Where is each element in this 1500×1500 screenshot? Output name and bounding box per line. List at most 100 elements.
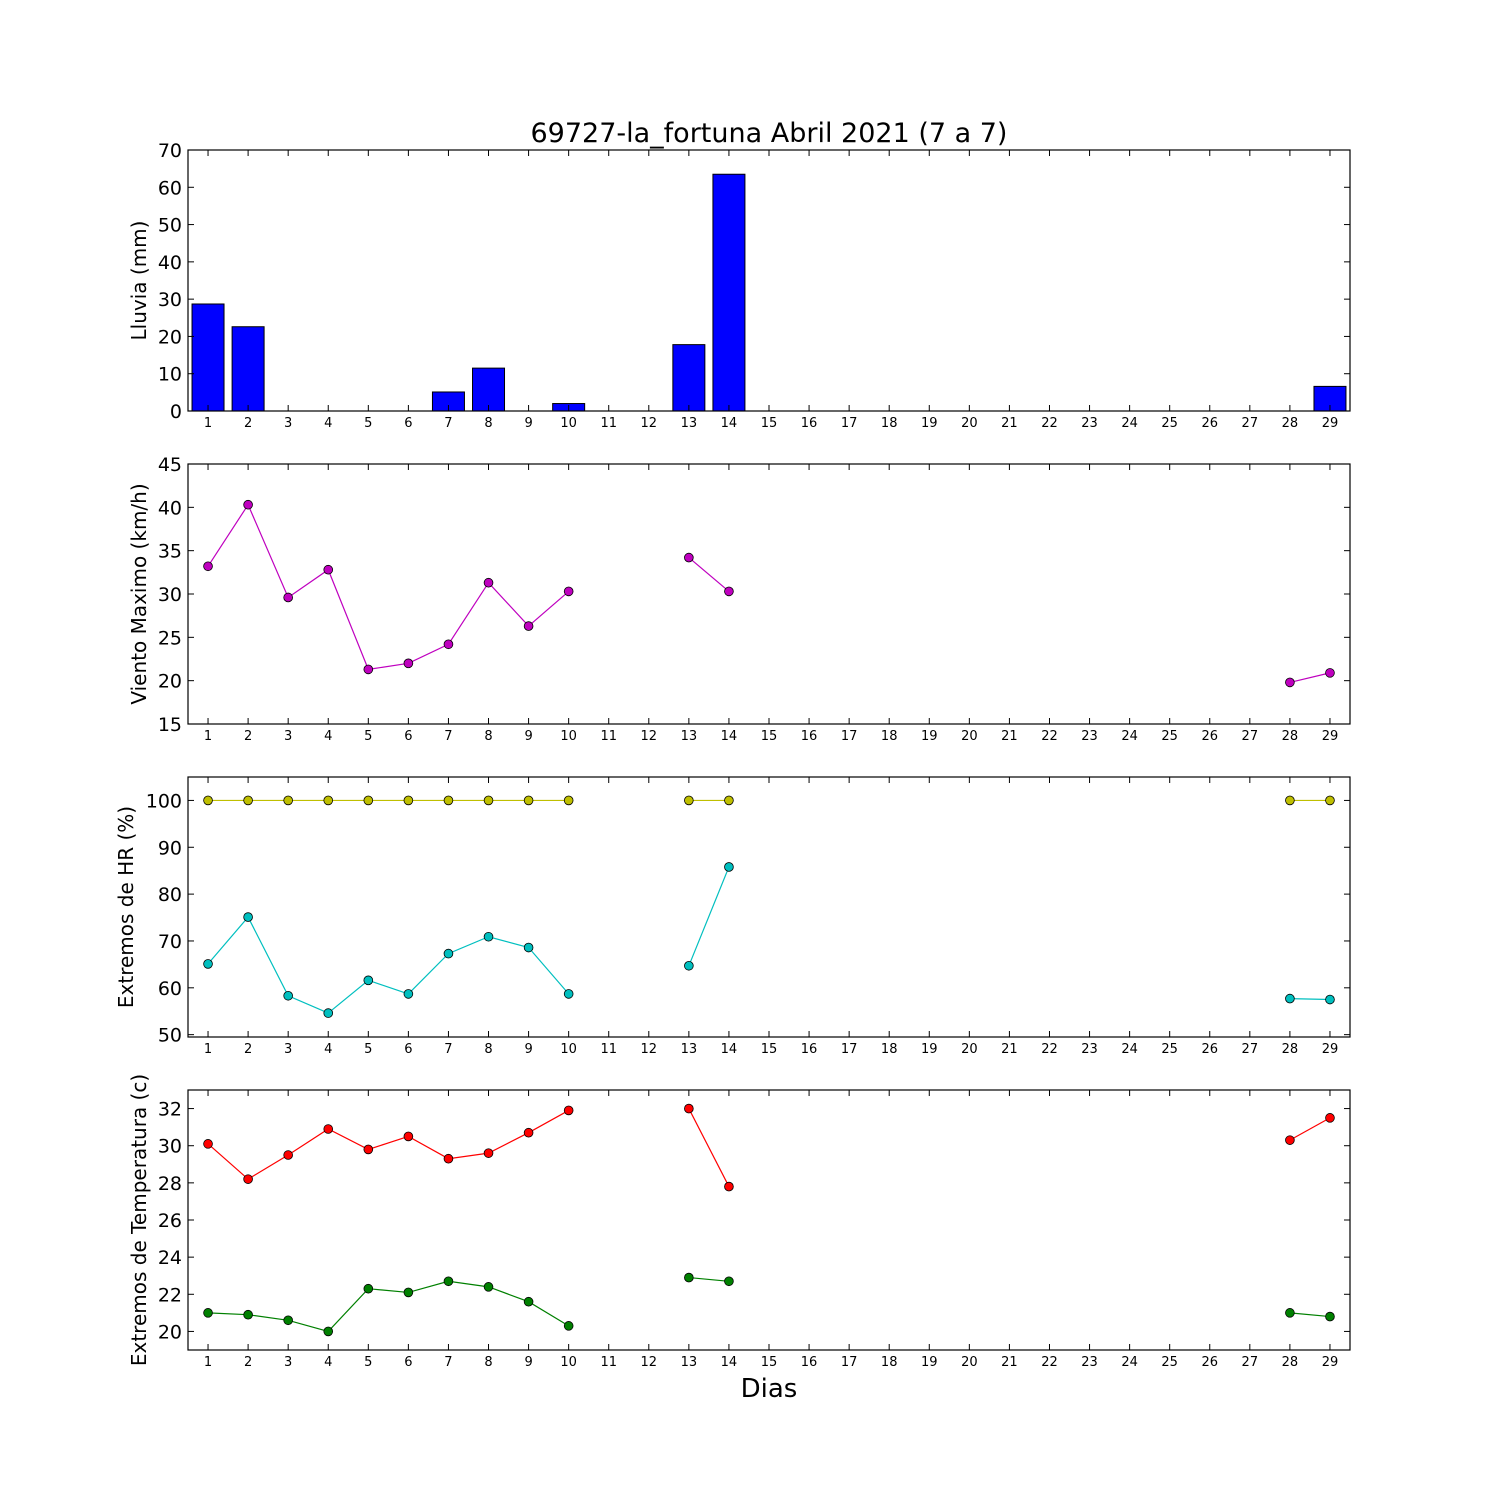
- x-tick-label: 7: [444, 416, 452, 431]
- x-tick-label: 20: [961, 1355, 978, 1370]
- data-point: [363, 664, 374, 675]
- series-line: [208, 1280, 569, 1333]
- x-tick-label: 16: [801, 416, 818, 431]
- y-tick-label: 50: [158, 1025, 182, 1047]
- data-point: [243, 1174, 253, 1184]
- x-tick-label: 2: [244, 1042, 252, 1057]
- x-tick-label: 15: [761, 729, 778, 744]
- series-line: [1289, 1312, 1331, 1318]
- x-tick-label: 1: [204, 1042, 212, 1057]
- x-tick-label: 2: [244, 416, 252, 431]
- data-point: [203, 561, 213, 572]
- x-tick-label: 14: [721, 1355, 738, 1370]
- y-tick-label: 22: [158, 1284, 182, 1306]
- x-tick-label: 22: [1041, 729, 1058, 744]
- y-tick-label: 30: [158, 584, 182, 606]
- x-tick-label: 21: [1001, 729, 1018, 744]
- x-tick-label: 16: [801, 729, 818, 744]
- x-tick-label: 4: [324, 1355, 332, 1370]
- x-tick-label: 29: [1322, 416, 1339, 431]
- data-point: [443, 948, 454, 959]
- y-tick-label: 70: [158, 931, 182, 953]
- series-line: [688, 1276, 729, 1282]
- data-point: [483, 931, 494, 942]
- data-point: [563, 586, 574, 597]
- data-point: [403, 1287, 414, 1298]
- x-tick-label: 8: [484, 416, 492, 431]
- x-tick-label: 18: [881, 1042, 898, 1057]
- x-tick-label: 5: [364, 1355, 372, 1370]
- x-tick-label: 1: [204, 416, 212, 431]
- data-point: [724, 862, 734, 872]
- x-tick-label: 12: [641, 1042, 658, 1057]
- x-tick-label: 28: [1282, 416, 1299, 431]
- x-tick-label: 1: [204, 729, 212, 744]
- x-tick-label: 4: [324, 1042, 332, 1057]
- y-tick-label: 24: [158, 1247, 182, 1269]
- x-tick-label: 5: [364, 729, 372, 744]
- x-tick-label: 8: [484, 1355, 492, 1370]
- x-tick-label: 2: [244, 1355, 252, 1370]
- x-tick-label: 29: [1322, 729, 1339, 744]
- panel-3: 1 2 3 4 5 6 7 8 9 10 11 12 13 14 15 16 17 18 19 20 21 22 23 24 2…: [114, 776, 1351, 1057]
- x-tick-label: 17: [841, 416, 858, 431]
- data-point: [283, 592, 293, 603]
- data-point: [323, 1124, 334, 1134]
- data-point: [323, 1326, 334, 1337]
- x-tick-label: 9: [524, 1355, 532, 1370]
- data-point: [1285, 993, 1295, 1004]
- data-point: [203, 959, 213, 969]
- data-point: [443, 1153, 454, 1164]
- data-point: [323, 1008, 334, 1018]
- x-tick-label: 26: [1201, 1355, 1218, 1370]
- x-tick-label: 14: [721, 729, 738, 744]
- x-tick-label: 8: [484, 729, 492, 744]
- series-line: [1289, 1117, 1331, 1141]
- rain-bar: [231, 326, 265, 412]
- x-tick-label: 1: [204, 1355, 212, 1370]
- y-axis-label: Extremos de HR (%): [114, 806, 138, 1008]
- rain-bar: [191, 303, 225, 412]
- x-tick-label: 20: [961, 416, 978, 431]
- series-line: [688, 866, 730, 967]
- rain-bar: [672, 344, 706, 412]
- data-point: [403, 989, 414, 999]
- y-tick-label: 26: [158, 1210, 182, 1232]
- x-tick-label: 27: [1242, 1355, 1259, 1370]
- y-tick-label: 40: [158, 497, 182, 519]
- data-point: [483, 1282, 494, 1292]
- x-tick-label: 24: [1121, 1355, 1138, 1370]
- x-tick-label: 24: [1121, 729, 1138, 744]
- y-axis-label: Extremos de Temperatura (c): [127, 1074, 151, 1366]
- data-point: [684, 1103, 694, 1114]
- series-line: [1289, 997, 1330, 1001]
- y-tick-label: 32: [158, 1099, 182, 1121]
- rain-bar: [712, 173, 746, 412]
- x-tick-label: 4: [324, 729, 332, 744]
- x-tick-label: 24: [1121, 1042, 1138, 1057]
- data-point: [724, 1276, 734, 1287]
- data-point: [283, 795, 293, 806]
- x-tick-label: 10: [560, 416, 577, 431]
- data-point: [203, 1308, 213, 1318]
- x-tick-label: 15: [761, 1042, 778, 1057]
- data-point: [483, 577, 494, 588]
- x-tick-label: 6: [404, 1355, 412, 1370]
- x-tick-label: 19: [921, 1355, 938, 1370]
- data-point: [523, 942, 534, 953]
- series-line: [207, 503, 570, 671]
- y-tick-label: 45: [158, 454, 182, 476]
- y-tick-label: 20: [158, 671, 182, 693]
- series-line: [207, 915, 570, 1014]
- x-tick-label: 28: [1282, 1355, 1299, 1370]
- x-tick-label: 15: [761, 1355, 778, 1370]
- x-tick-label: 5: [364, 1042, 372, 1057]
- x-tick-label: 20: [961, 1042, 978, 1057]
- data-point: [563, 795, 574, 806]
- y-tick-label: 60: [158, 978, 182, 1000]
- x-tick-label: 10: [560, 729, 577, 744]
- x-tick-label: 6: [404, 1042, 412, 1057]
- x-tick-label: 16: [801, 1355, 818, 1370]
